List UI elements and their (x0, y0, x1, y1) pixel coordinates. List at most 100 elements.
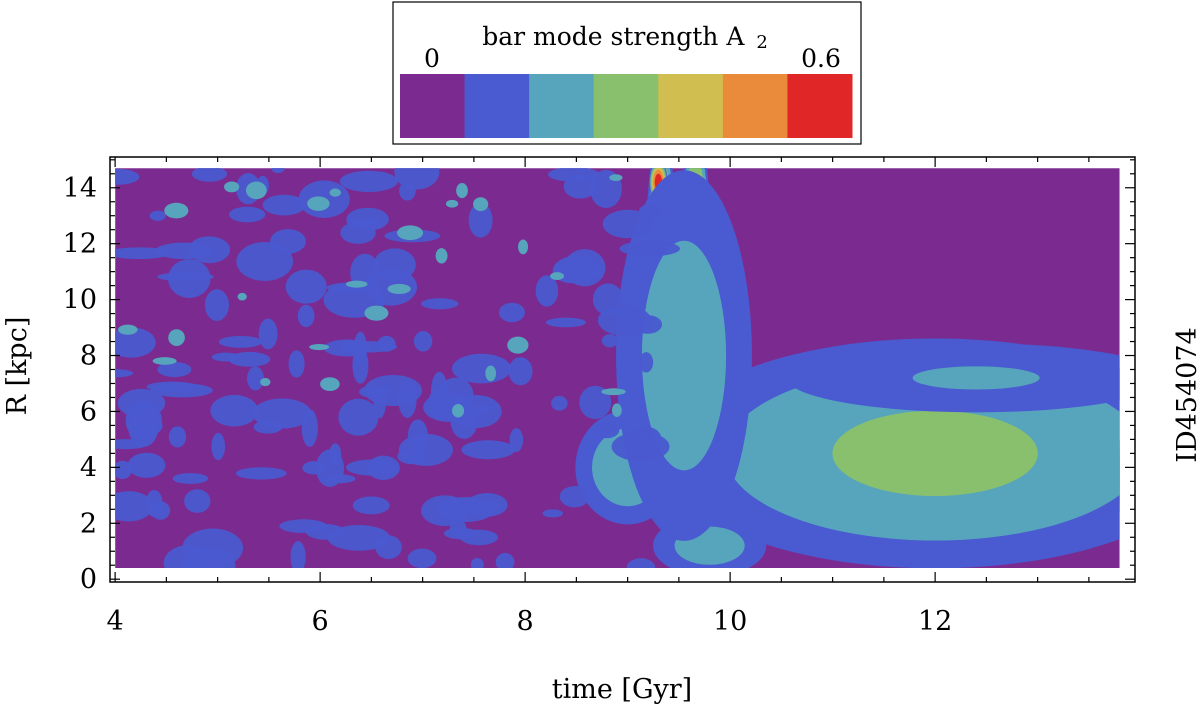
heatmap-blob (290, 541, 306, 569)
heatmap-blob (258, 318, 278, 350)
heatmap-blob (592, 283, 624, 316)
colorbar-swatch-6 (787, 74, 853, 138)
heatmap-blob-light (387, 283, 411, 295)
colorbar-swatch-3 (593, 74, 659, 138)
heatmap-texture (115, 168, 680, 569)
heatmap-blob (508, 357, 533, 386)
colorbar-swatch-4 (658, 74, 724, 138)
heatmap-blob (338, 398, 379, 436)
heatmap-blob (339, 170, 398, 193)
heatmap-blob-light (224, 181, 240, 193)
heatmap-blob-light (329, 188, 341, 197)
heatmap-blob (128, 407, 159, 447)
heatmap-blob (204, 289, 229, 321)
heatmap-feature-11 (786, 343, 1120, 413)
heatmap-blob (149, 210, 166, 221)
heatmap-blob-light (307, 196, 330, 211)
x-tick-label: 6 (312, 606, 329, 637)
heatmap-blob (184, 489, 211, 513)
heatmap-blob (373, 248, 416, 282)
heatmap-blob (338, 341, 398, 353)
heatmap-blob (127, 452, 166, 478)
colorbar-swatch-1 (464, 74, 530, 138)
heatmap-blob-light (164, 202, 189, 219)
heatmap-blob-light (609, 174, 623, 182)
heatmap-blob (115, 168, 140, 185)
axis-ticks (110, 157, 1135, 582)
heatmap-blob (157, 361, 192, 378)
heatmap-blob (315, 449, 345, 487)
heatmap-blob-light (152, 357, 177, 365)
heatmap-blob (611, 431, 670, 462)
heatmap-blob (228, 206, 266, 223)
heatmap-blob (115, 491, 154, 522)
y-tick-label: 12 (63, 229, 97, 260)
heatmap-blob (639, 203, 663, 218)
heatmap-blob (601, 334, 619, 348)
x-tick-labels: 4 6 8 10 12 (107, 606, 953, 637)
y-tick-label: 6 (80, 396, 97, 427)
heatmap-blob (145, 490, 163, 517)
heatmap-blob (247, 366, 264, 391)
y-tick-label: 10 (63, 285, 97, 316)
x-tick-label: 8 (517, 606, 534, 637)
heatmap-blob (346, 217, 382, 228)
heatmap-blob-light (245, 181, 267, 200)
colorbar-swatch-0 (400, 74, 466, 138)
heatmap-blob (288, 350, 305, 378)
heatmap-blob-light (485, 365, 497, 382)
y-tick-label: 2 (80, 508, 97, 539)
colorbar-max-label: 0.6 (801, 44, 841, 73)
heatmap-contour-level-2 (912, 366, 1040, 390)
heatmap-blob (353, 331, 367, 365)
heatmap-blob-light (452, 404, 465, 418)
heatmap-blob (359, 385, 391, 399)
y-tick-label: 4 (80, 452, 97, 483)
x-tick-label: 4 (107, 606, 124, 637)
heatmap-contour-level-3 (832, 410, 1038, 497)
heatmap-blob (146, 381, 198, 392)
heatmap-blob (407, 548, 437, 569)
heatmap-blob (364, 374, 423, 407)
y-tick-labels: 0 2 4 6 8 10 12 14 (63, 173, 97, 595)
heatmap-blob (461, 440, 515, 460)
heatmap (115, 168, 1120, 569)
heatmap-blob (270, 229, 306, 254)
heatmap-blob (235, 467, 287, 480)
heatmap-contour-level-2 (641, 240, 727, 471)
colorbar-title: bar mode strength A 2 (482, 22, 768, 53)
colorbar-swatch-5 (722, 74, 788, 138)
heatmap-blob-light (345, 280, 368, 288)
heatmap-blob-light (550, 272, 564, 281)
heatmap-blob (542, 509, 563, 518)
heatmap-blob (619, 241, 680, 257)
y-tick-label: 8 (80, 341, 97, 372)
heatmap-blob (297, 304, 315, 328)
heatmap-blob (553, 255, 602, 283)
heatmap-blob (639, 352, 654, 373)
heatmap-blob (563, 174, 597, 199)
heatmap-blob (218, 335, 263, 348)
heatmap-blob (498, 302, 525, 323)
colorbar-swatch-2 (529, 74, 595, 138)
heatmap-blob-light (518, 239, 529, 255)
heatmap-blob-light (396, 225, 424, 241)
x-axis-label: time [Gyr] (552, 674, 692, 705)
heatmap-blob (468, 203, 493, 238)
heatmap-blob (115, 327, 156, 358)
heatmap-blob (437, 404, 494, 416)
heatmap-blob (172, 473, 209, 484)
heatmap-blob (210, 394, 259, 427)
heatmap-blob-light (611, 403, 622, 418)
heatmap-blob (399, 181, 416, 201)
heatmap-blob (262, 194, 306, 216)
heatmap-blob (535, 275, 559, 307)
plot-frame (109, 156, 1136, 583)
heatmap-blob (420, 298, 459, 310)
x-tick-label: 10 (713, 606, 747, 637)
heatmap-blob (545, 317, 586, 328)
y-tick-label: 0 (80, 564, 97, 595)
plot-area: 4 6 8 10 12 0 2 4 6 8 10 12 14 (63, 156, 1136, 637)
heatmap-blob-light (507, 336, 529, 354)
